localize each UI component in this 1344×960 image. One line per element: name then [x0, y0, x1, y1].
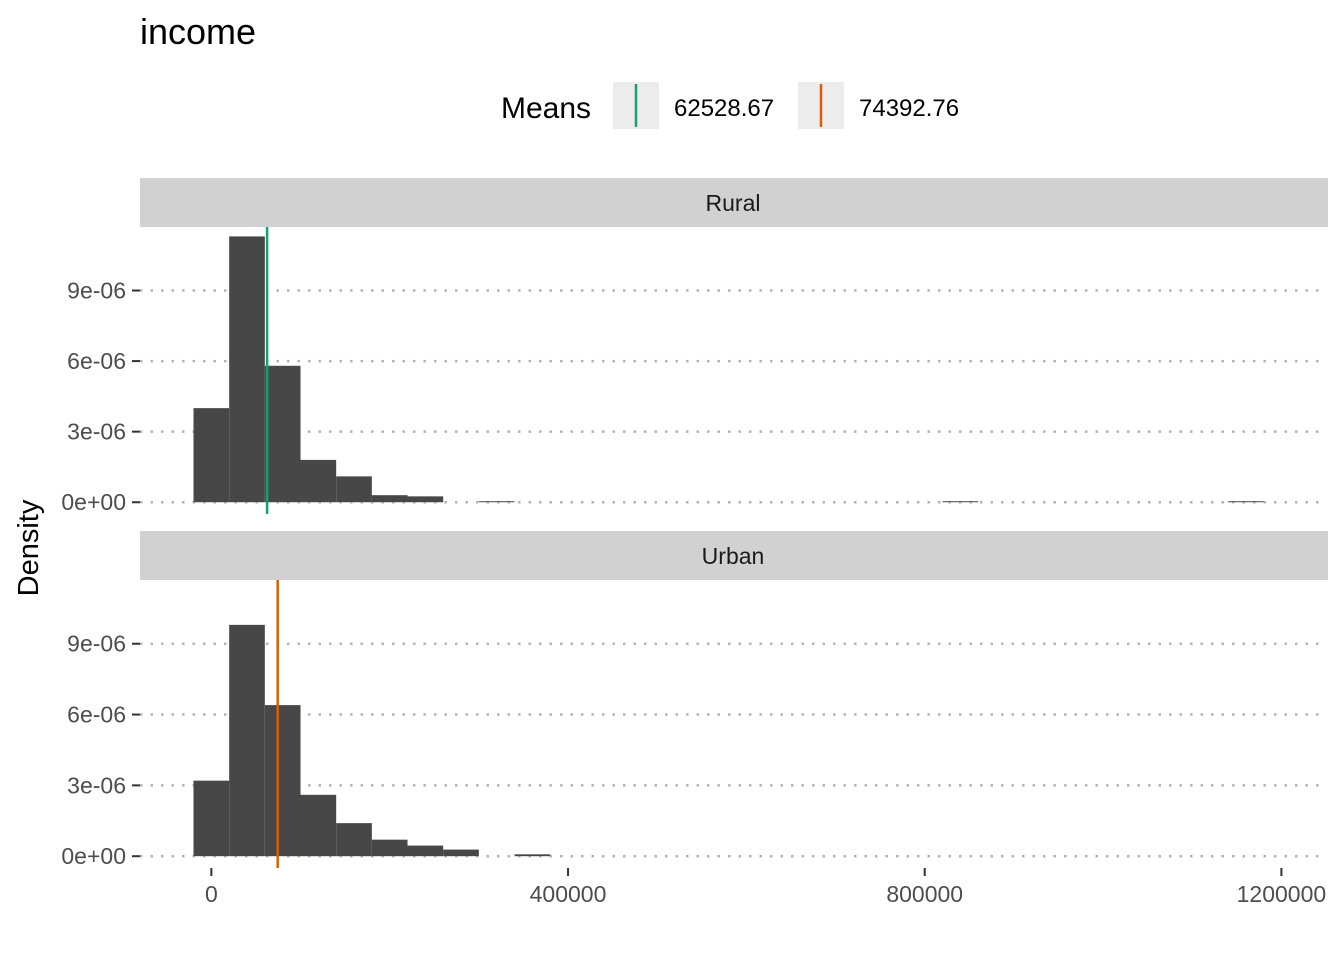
legend: Means 62528.67 74392.76: [501, 82, 959, 129]
chart-title: income: [140, 11, 256, 52]
histogram-bar: [264, 705, 301, 857]
facet-panels: Rural 0e+00 3e-06 6e-06 9e-06 Urban 0e+00 3e-06…: [61, 178, 1328, 869]
histogram-bar: [407, 496, 444, 503]
y-axis-title: Density: [13, 499, 45, 596]
y-tick-label: 6e-06: [67, 348, 126, 374]
histogram-bar: [942, 501, 979, 503]
histogram-bar: [478, 501, 515, 503]
histogram-bar: [300, 794, 337, 857]
x-axis: 0 400000 800000 1200000: [205, 868, 1326, 907]
y-tick-label: 0e+00: [61, 843, 126, 869]
legend-label-1: 74392.76: [859, 95, 959, 122]
x-tick-label: 800000: [886, 881, 963, 907]
histogram-bar: [443, 849, 479, 857]
histogram-bar: [336, 823, 372, 857]
histogram-bar: [1227, 501, 1264, 503]
y-tick-label: 3e-06: [67, 772, 126, 798]
histogram-bar: [371, 495, 408, 503]
y-tick-label: 0e+00: [61, 489, 126, 515]
x-tick-label: 400000: [530, 881, 607, 907]
histogram-bar: [514, 854, 551, 857]
legend-entry-0: 62528.67: [613, 82, 774, 129]
x-tick-label: 1200000: [1237, 881, 1327, 907]
strip-label: Rural: [706, 190, 761, 216]
y-tick-label: 9e-06: [67, 278, 126, 304]
strip-label: Urban: [702, 543, 765, 569]
histogram-bar: [371, 839, 408, 857]
histogram-bar: [193, 780, 230, 857]
panel-urban: Urban 0e+00 3e-06 6e-06 9e-06: [61, 531, 1328, 869]
strip-bg: [140, 531, 1328, 580]
histogram-bar: [229, 624, 265, 857]
y-tick-label: 6e-06: [67, 702, 126, 728]
panel-rural: Rural 0e+00 3e-06 6e-06 9e-06: [61, 178, 1328, 515]
legend-entry-1: 74392.76: [798, 82, 959, 129]
y-tick-label: 9e-06: [67, 631, 126, 657]
histogram-bar: [300, 459, 337, 503]
strip-bg: [140, 178, 1328, 227]
histogram-bar: [407, 845, 444, 857]
histogram-bar: [264, 365, 301, 503]
x-tick-label: 0: [205, 881, 218, 907]
legend-label-0: 62528.67: [674, 95, 774, 122]
legend-title: Means: [501, 92, 591, 125]
histogram-bar: [229, 236, 265, 503]
histogram-bar: [336, 476, 372, 503]
histogram-bar: [193, 408, 230, 503]
y-tick-label: 3e-06: [67, 419, 126, 445]
